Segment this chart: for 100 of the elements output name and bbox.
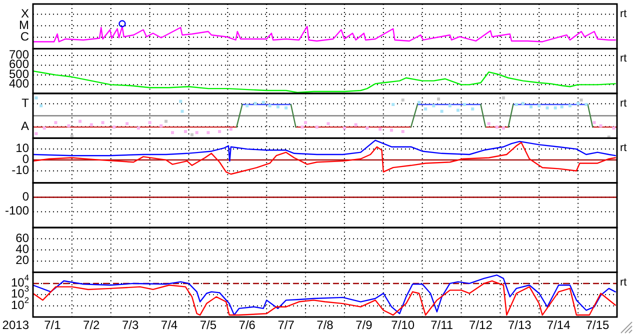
point bbox=[418, 100, 421, 104]
x-tick-label: 7/5 bbox=[200, 318, 217, 332]
x-tick-label: 7/14 bbox=[546, 318, 571, 332]
point bbox=[195, 131, 198, 134]
text: rt bbox=[620, 97, 627, 110]
text: A bbox=[20, 118, 29, 133]
point bbox=[554, 106, 557, 110]
point bbox=[284, 106, 288, 110]
point bbox=[126, 122, 129, 126]
x-tick-label: 7/3 bbox=[122, 318, 139, 332]
point bbox=[190, 133, 194, 136]
point bbox=[67, 124, 70, 128]
text: rt bbox=[620, 142, 627, 154]
point bbox=[584, 103, 588, 106]
point bbox=[568, 104, 572, 108]
point bbox=[34, 132, 38, 136]
point bbox=[580, 98, 583, 102]
point bbox=[179, 100, 182, 103]
y-tick-label: 60 bbox=[16, 230, 30, 245]
point bbox=[101, 121, 104, 124]
point bbox=[276, 105, 280, 108]
point bbox=[437, 97, 440, 100]
text: M bbox=[19, 18, 29, 32]
x-axis-title: 2013 bbox=[2, 318, 30, 332]
point bbox=[456, 108, 460, 112]
point bbox=[70, 134, 74, 138]
point bbox=[246, 104, 249, 108]
point bbox=[40, 104, 43, 108]
point bbox=[521, 102, 524, 105]
x-tick-label: 7/8 bbox=[316, 318, 334, 332]
y-tick-label: 0 bbox=[22, 189, 30, 204]
point bbox=[440, 110, 444, 113]
text: rt bbox=[620, 52, 627, 65]
point bbox=[378, 128, 382, 131]
line-series bbox=[33, 70, 616, 94]
point bbox=[34, 96, 38, 100]
point bbox=[463, 103, 466, 106]
point bbox=[342, 126, 346, 130]
line-series bbox=[33, 142, 616, 175]
point bbox=[78, 120, 82, 123]
point bbox=[502, 96, 505, 100]
x-tick-label: 7/12 bbox=[469, 318, 493, 332]
point bbox=[424, 107, 428, 110]
point bbox=[164, 120, 168, 123]
point bbox=[495, 126, 498, 129]
point bbox=[599, 124, 602, 128]
point bbox=[90, 123, 93, 126]
point bbox=[354, 123, 358, 126]
point bbox=[471, 107, 474, 110]
point bbox=[180, 110, 184, 113]
point bbox=[160, 124, 163, 128]
point bbox=[502, 126, 505, 130]
point bbox=[514, 103, 518, 106]
point bbox=[184, 130, 187, 134]
point bbox=[262, 100, 265, 104]
point bbox=[390, 128, 394, 132]
text: rt bbox=[620, 8, 627, 20]
point bbox=[148, 121, 152, 124]
x-tick-label: 7/2 bbox=[83, 318, 100, 332]
y-tick-label: -100 bbox=[4, 204, 30, 218]
text: C bbox=[20, 29, 30, 44]
point bbox=[42, 126, 46, 130]
point bbox=[401, 130, 404, 134]
text: X bbox=[20, 6, 29, 20]
point bbox=[448, 104, 452, 108]
point bbox=[315, 126, 318, 129]
point bbox=[326, 122, 330, 126]
point bbox=[268, 104, 272, 108]
x-tick-label: 7/15 bbox=[586, 318, 610, 332]
point bbox=[300, 126, 304, 129]
point bbox=[401, 98, 404, 102]
point bbox=[218, 130, 222, 134]
x-tick-label: 7/6 bbox=[238, 318, 256, 332]
point bbox=[206, 131, 210, 134]
point bbox=[171, 131, 174, 134]
x-tick-label: 7/7 bbox=[278, 318, 295, 332]
point bbox=[592, 121, 596, 124]
x-tick-label: 7/13 bbox=[508, 318, 532, 332]
point bbox=[576, 102, 580, 105]
point bbox=[392, 103, 395, 106]
point bbox=[560, 105, 564, 108]
point bbox=[432, 104, 436, 108]
point bbox=[304, 121, 308, 124]
point bbox=[546, 106, 549, 110]
text: T bbox=[22, 96, 30, 110]
text: rt bbox=[620, 276, 627, 288]
point bbox=[229, 128, 232, 131]
x-tick-label: 7/10 bbox=[391, 318, 415, 332]
x-tick-label: 7/11 bbox=[430, 318, 454, 332]
point bbox=[612, 126, 616, 130]
point bbox=[487, 122, 490, 126]
point bbox=[538, 104, 541, 108]
point bbox=[530, 105, 533, 108]
point bbox=[366, 126, 369, 130]
point bbox=[54, 121, 58, 124]
x-tick-label: 7/4 bbox=[160, 318, 178, 332]
x-tick-label: 7/9 bbox=[356, 318, 373, 332]
point bbox=[112, 126, 116, 129]
x-tick-label: 7/1 bbox=[44, 318, 62, 332]
point bbox=[254, 102, 257, 105]
